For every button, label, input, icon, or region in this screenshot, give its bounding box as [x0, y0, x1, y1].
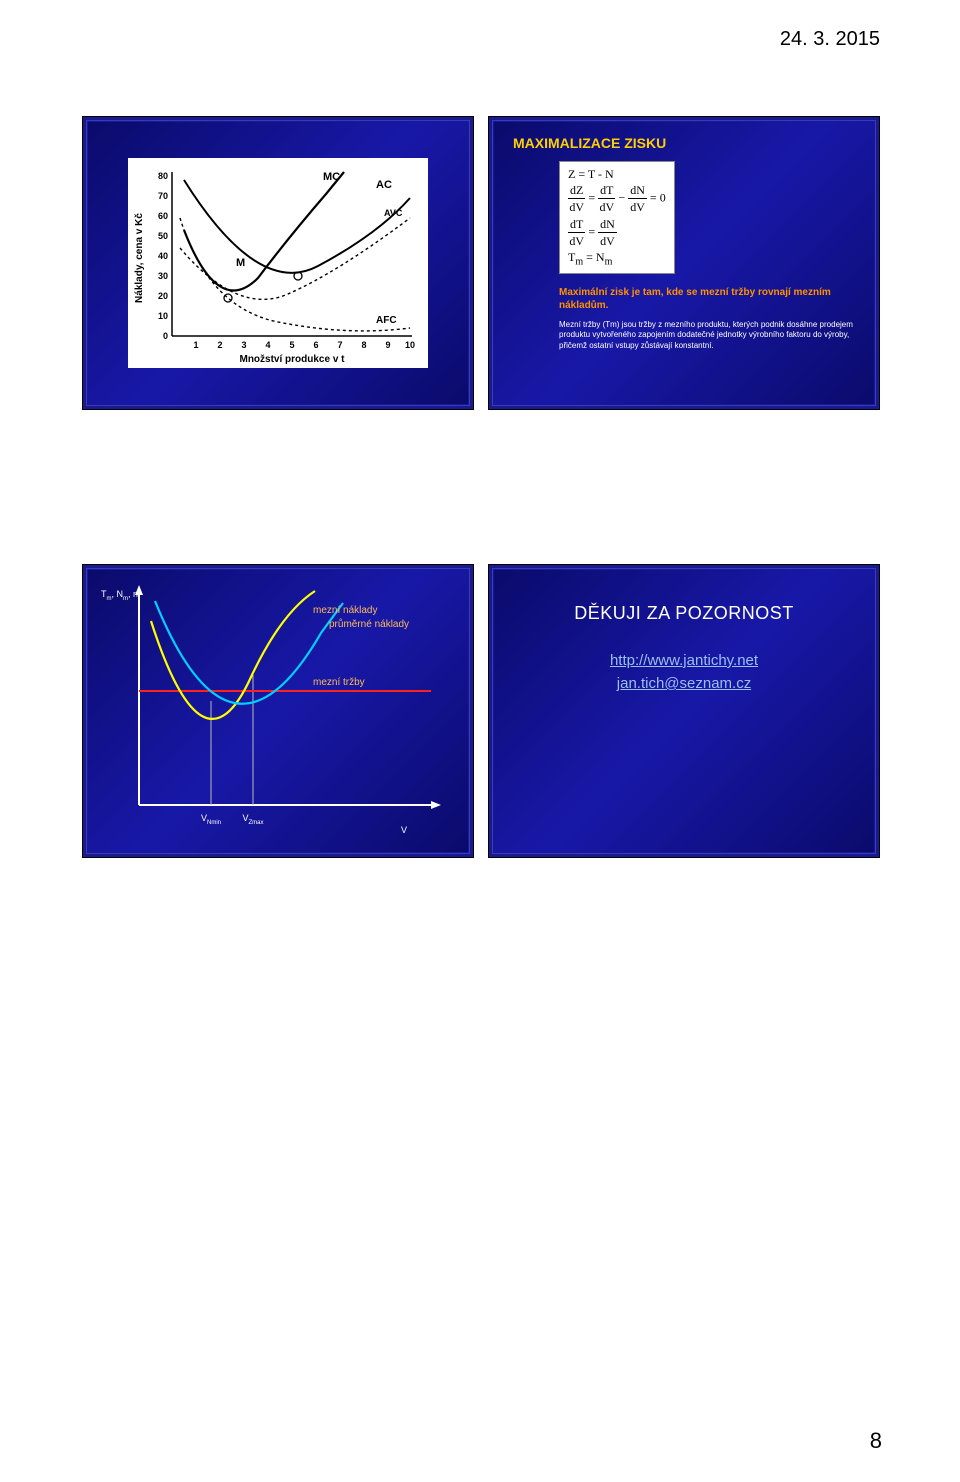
svg-text:50: 50 — [158, 231, 168, 241]
slide-thanks: DĚKUJI ZA POZORNOST http://www.jantichy.… — [488, 564, 880, 858]
svg-text:10: 10 — [158, 311, 168, 321]
ac-curve — [184, 180, 410, 273]
x-tick-nmin: VNmin — [201, 813, 221, 826]
svg-text:10: 10 — [405, 340, 415, 350]
body-text: Mezní tržby (Tm) jsou tržby z mezního pr… — [513, 320, 855, 351]
svg-text:80: 80 — [158, 171, 168, 181]
svg-text:3: 3 — [241, 340, 246, 350]
svg-text:7: 7 — [337, 340, 342, 350]
page-number: 8 — [870, 1428, 882, 1454]
formula-box: Z = T - N dZ dV = dT dV − dN dV — [559, 161, 675, 274]
slide-cost-curves: 0 10 20 30 40 50 60 70 80 1 2 3 — [82, 116, 474, 410]
y-axis-label: Tm, Nm, n — [101, 589, 138, 602]
x-axis-label: Množství produkce v t — [239, 354, 345, 365]
subtitle: Maximální zisk je tam, kde se mezní tržb… — [513, 286, 855, 312]
svg-text:70: 70 — [158, 191, 168, 201]
link-website[interactable]: http://www.jantichy.net — [610, 652, 758, 669]
thanks-title: DĚKUJI ZA POZORNOST — [574, 603, 794, 624]
mezni-trzby-label: mezní tržby — [313, 677, 365, 688]
mezni-naklady-label: mezní náklady — [313, 605, 377, 616]
mezni-naklady-curve — [151, 591, 315, 719]
svg-text:0: 0 — [163, 331, 168, 341]
mc-curve — [184, 172, 344, 291]
prumerne-naklady-curve — [155, 601, 343, 704]
svg-text:8: 8 — [361, 340, 366, 350]
date-header: 24. 3. 2015 — [780, 28, 880, 51]
svg-text:2: 2 — [217, 340, 222, 350]
m-label: M — [236, 257, 245, 269]
link-email[interactable]: jan.tich@seznam.cz — [617, 675, 751, 692]
prumerne-naklady-label: průměrné náklady — [329, 618, 409, 630]
slide-marginal-chart: Tm, Nm, n V VNmin VZmax mezní náklady pr… — [82, 564, 474, 858]
marginal-chart: Tm, Nm, n V VNmin VZmax mezní náklady pr… — [91, 573, 465, 849]
mc-label: MC — [323, 171, 340, 183]
cost-chart: 0 10 20 30 40 50 60 70 80 1 2 3 — [128, 158, 428, 368]
svg-text:6: 6 — [313, 340, 318, 350]
svg-text:60: 60 — [158, 211, 168, 221]
svg-text:20: 20 — [158, 291, 168, 301]
slide-maximization: MAXIMALIZACE ZISKU Z = T - N dZ dV = dT … — [488, 116, 880, 410]
afc-label: AFC — [376, 315, 397, 326]
svg-text:40: 40 — [158, 251, 168, 261]
m-marker — [224, 294, 232, 302]
ac-label: AC — [376, 179, 392, 191]
svg-text:5: 5 — [289, 340, 294, 350]
avc-label: AVC — [384, 208, 403, 218]
y-axis-label: Náklady, cena v Kč — [134, 213, 145, 303]
slide-title: MAXIMALIZACE ZISKU — [513, 135, 855, 151]
svg-text:4: 4 — [265, 340, 270, 350]
svg-text:30: 30 — [158, 271, 168, 281]
x-tick-zmax: VZmax — [242, 813, 263, 826]
x-axis-label: V — [401, 825, 407, 835]
svg-text:1: 1 — [193, 340, 198, 350]
svg-text:9: 9 — [385, 340, 390, 350]
cost-chart-container: 0 10 20 30 40 50 60 70 80 1 2 3 — [128, 158, 428, 368]
